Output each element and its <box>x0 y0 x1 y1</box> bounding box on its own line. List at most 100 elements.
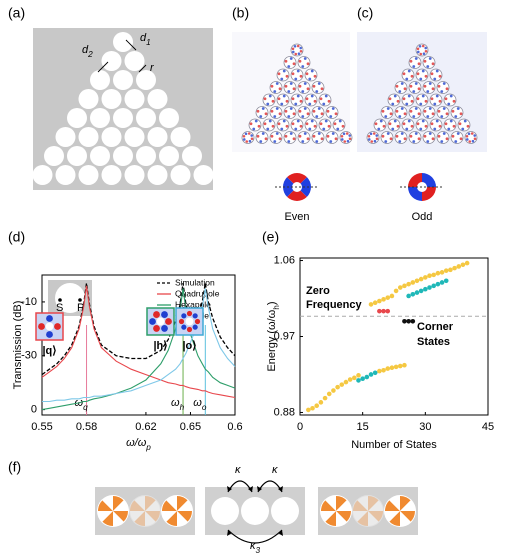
field-lobe <box>322 102 326 106</box>
field-lobe <box>391 102 395 106</box>
x-axis-title: ω/ωp <box>126 437 151 452</box>
field-lobe <box>402 122 406 126</box>
data-point <box>322 395 328 401</box>
field-lobe <box>423 109 427 113</box>
field-lobe <box>386 132 390 135</box>
ring <box>408 56 422 69</box>
resonator-petal <box>357 496 368 511</box>
field-lobe <box>416 122 420 126</box>
field-lobe <box>333 122 337 126</box>
mode-ket: |q⟩ <box>42 345 56 357</box>
ring <box>269 81 283 94</box>
data-point <box>352 375 357 381</box>
field-lobe <box>301 90 305 93</box>
data-point <box>331 388 336 393</box>
ring <box>290 118 304 132</box>
ring <box>401 68 415 82</box>
resonator-petal <box>336 500 351 511</box>
ring <box>457 118 471 132</box>
resonator-petal <box>134 496 145 511</box>
field-lobe <box>259 140 263 143</box>
field-lobe <box>400 107 404 110</box>
lattice-label: d2 <box>82 44 93 59</box>
inset-dot <box>78 298 82 302</box>
ring <box>311 81 325 94</box>
field-lobe <box>372 132 376 135</box>
field-lobe <box>395 84 399 88</box>
resonator-petal <box>400 500 415 511</box>
y-axis-title-end: ) <box>266 301 278 305</box>
field-lobe <box>393 94 397 98</box>
field-lobe <box>244 132 248 136</box>
field-lobe <box>407 94 411 98</box>
field-lobe <box>430 72 434 76</box>
field-lobe <box>430 122 434 126</box>
data-point <box>406 293 411 299</box>
field-lobe <box>381 109 385 113</box>
field-lobe <box>370 140 374 143</box>
rod <box>159 108 179 128</box>
ring <box>450 131 464 144</box>
field-lobe <box>403 112 407 116</box>
rod <box>124 165 145 185</box>
resonator-petal <box>98 500 113 511</box>
field-lobe <box>395 134 399 138</box>
field-lobe <box>331 132 335 135</box>
mode-lobe <box>287 187 307 202</box>
field-lobe <box>398 90 402 93</box>
field-lobe <box>271 124 275 128</box>
field-lobe <box>389 137 393 141</box>
field-lobe <box>449 119 453 123</box>
field-lobe <box>245 140 249 143</box>
field-lobe <box>303 82 307 85</box>
field-lobe <box>284 59 288 63</box>
field-lobe <box>412 115 416 118</box>
data-point <box>418 276 424 282</box>
field-lobe <box>327 124 331 128</box>
ring <box>276 68 290 82</box>
x-tick-label: 0.6 <box>227 421 242 433</box>
mode-lobe <box>192 313 198 319</box>
field-lobe <box>424 46 428 50</box>
field-lobe <box>280 77 284 81</box>
data-point <box>368 302 374 307</box>
field-lobe <box>405 102 409 106</box>
rod <box>113 32 133 52</box>
ring <box>401 118 415 132</box>
resonator <box>352 495 384 527</box>
rod <box>193 165 214 185</box>
field-lobe <box>247 132 251 135</box>
resonator-petal <box>325 496 336 511</box>
field-lobe <box>299 124 303 128</box>
ring <box>443 118 457 132</box>
field-lobe <box>275 107 279 110</box>
resonator-petal <box>145 500 160 511</box>
data-point <box>335 384 340 390</box>
ring <box>269 106 283 119</box>
ring <box>429 93 443 107</box>
field-lobe <box>334 112 338 116</box>
field-lobe <box>403 137 407 141</box>
ring <box>325 106 339 119</box>
resonator-petal <box>177 511 188 526</box>
field-lobe <box>299 49 303 53</box>
field-lobe <box>329 115 333 118</box>
data-point <box>393 364 399 370</box>
field-lobe <box>435 94 439 98</box>
data-point <box>410 319 416 324</box>
field-lobe <box>422 52 426 56</box>
mode-ket: |o⟩ <box>182 340 196 352</box>
field-lobe <box>291 122 295 126</box>
field-lobe <box>402 72 406 76</box>
data-point <box>439 270 445 275</box>
field-lobe <box>296 44 300 48</box>
field-lobe <box>336 127 340 131</box>
field-lobe <box>412 140 416 143</box>
field-lobe <box>277 72 281 76</box>
data-point <box>435 281 441 287</box>
field-lobe <box>287 140 291 143</box>
field-lobe <box>442 82 446 85</box>
data-point <box>385 295 391 300</box>
field-lobe <box>287 115 291 118</box>
